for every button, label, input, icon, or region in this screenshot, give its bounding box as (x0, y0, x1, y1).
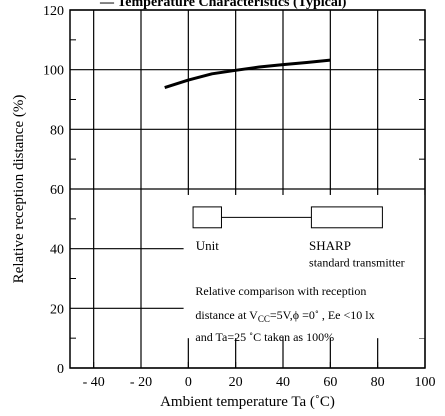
y-axis-label: Relative reception distance (%) (11, 95, 27, 284)
annotation-line-3: and Ta=25 ˚C taken as 100% (195, 330, 334, 344)
tick-labels: - 40 - 20 0 20 40 60 80 100 0 20 40 60 80 100 120 (43, 4, 436, 390)
legend-background (183, 194, 425, 339)
annotation: Relative comparison with reception dista… (195, 284, 374, 344)
x-tick-label: 40 (276, 375, 290, 390)
legend-unit-box (192, 206, 222, 229)
legend-unit-label: Unit (196, 238, 220, 253)
annotation-line-2-prefix: distance at V (195, 308, 258, 322)
series-layer (164, 58, 331, 90)
x-tick-label: 20 (229, 375, 243, 390)
legend-sharp-label: SHARP (309, 238, 351, 253)
y-tick-label: 100 (43, 64, 64, 79)
annotation-line-2: distance at VCC=5V,ϕ =0˚ , Ee <10 lx (195, 308, 374, 324)
y-tick-label: 0 (57, 362, 64, 377)
x-axis-label: Ambient temperature Ta (˚C) (160, 394, 335, 410)
annotation-line-2-subscript: CC (258, 314, 270, 324)
y-tick-label: 120 (43, 4, 64, 19)
x-tick-label: 80 (371, 375, 385, 390)
legend-standard-transmitter-label: standard transmitter (309, 256, 405, 270)
legend: Unit SHARP standard transmitter (192, 206, 405, 270)
legend-transmitter-box (310, 206, 383, 229)
y-tick-label: 20 (50, 302, 64, 317)
plot-frame (69, 9, 426, 369)
y-tick-label: 40 (50, 243, 64, 258)
annotation-line-2-suffix: =5V,ϕ =0˚ , Ee <10 lx (270, 308, 375, 322)
y-tick-label: 60 (50, 183, 64, 198)
x-tick-label: 60 (323, 375, 337, 390)
x-tick-label: 0 (185, 375, 192, 390)
x-tick-label: 100 (415, 375, 436, 390)
series-line (164, 58, 331, 90)
y-tick-label: 80 (50, 123, 64, 138)
x-tick-label: - 20 (130, 375, 152, 390)
x-tick-label: - 40 (83, 375, 105, 390)
minor-ticks (70, 39, 425, 368)
annotation-line-1: Relative comparison with reception (195, 284, 366, 298)
chart-title-fragment: — Temperature Characteristics (Typical) (99, 0, 347, 10)
